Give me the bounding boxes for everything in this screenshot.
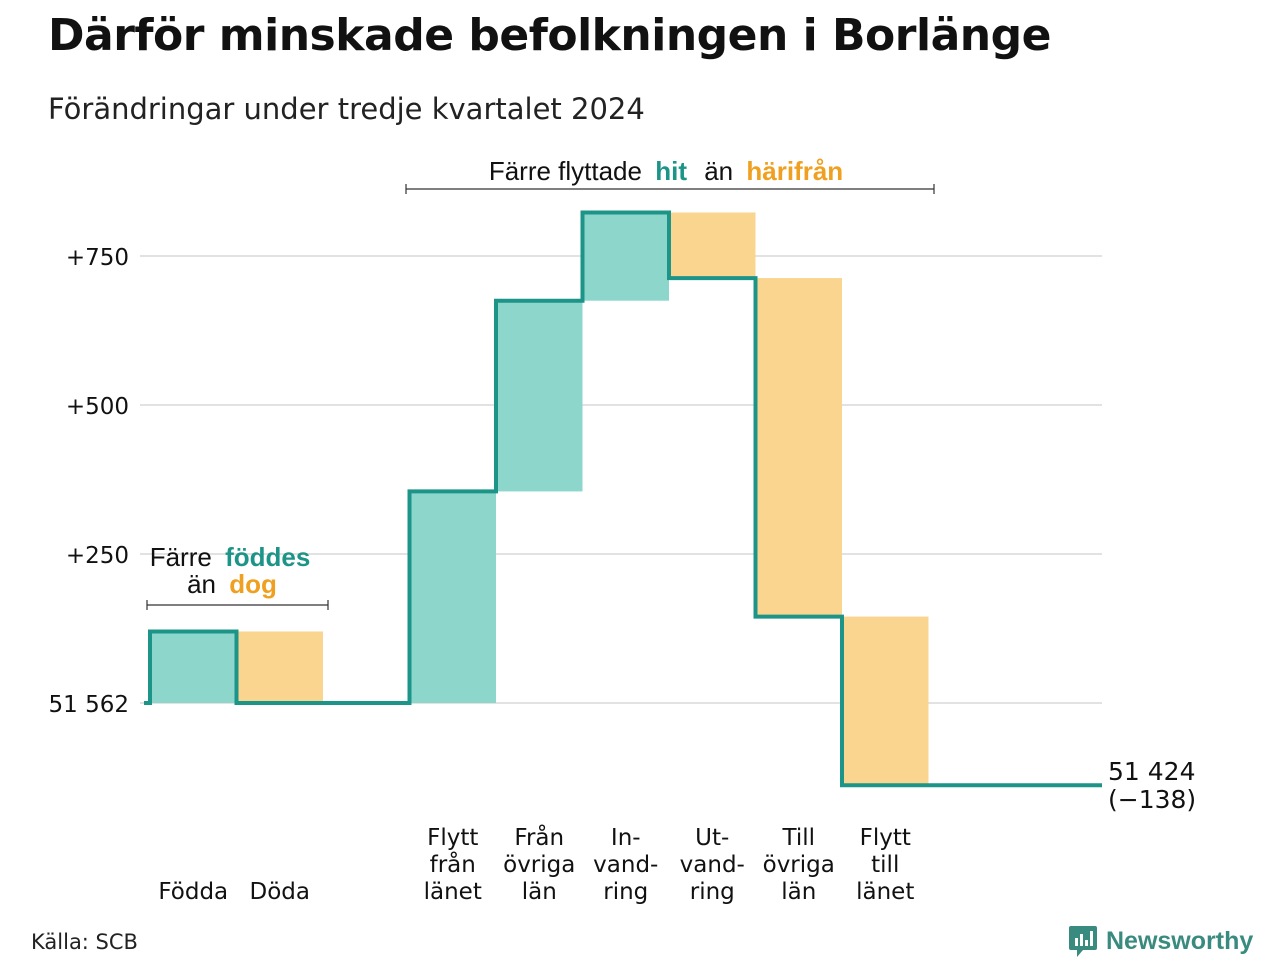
annotation-moves-orange: härifrån — [746, 156, 843, 186]
waterfall-bar — [842, 616, 929, 786]
svg-text:Färre föddes: Färre föddes — [150, 542, 311, 572]
x-tick-label: ring — [603, 879, 648, 905]
annotation-births-prefix: Färre — [150, 542, 212, 572]
x-tick-label: Från — [514, 823, 564, 851]
svg-text:Färre flyttade hit: Färre flyttade hit än härifrån — [489, 156, 843, 186]
annotation-moves-middle: än — [704, 156, 733, 186]
end-label: 51 424(−138) — [1108, 757, 1196, 814]
waterfall-bar — [496, 300, 583, 492]
end-value-label: 51 424 — [1108, 757, 1195, 786]
newsworthy-logo: Newsworthy — [1068, 924, 1253, 958]
bars — [150, 212, 929, 786]
annotation-moves-prefix: Färre flyttade — [489, 156, 642, 186]
annotation-births-teal: föddes — [225, 542, 310, 572]
source-note: Källa: SCB — [31, 930, 138, 954]
x-tick-label: län — [781, 879, 816, 905]
x-tick-label: Flytt — [860, 825, 911, 851]
x-tick-label: Döda — [250, 879, 310, 905]
chart-title: Därför minskade befolkningen i Borlänge — [48, 10, 1051, 61]
waterfall-bar — [755, 278, 842, 617]
x-tick-label: övriga — [503, 852, 575, 878]
x-tick-label: In- — [611, 825, 641, 851]
x-tick-label: Flytt — [427, 825, 478, 851]
annotation-births-middle: än — [187, 569, 216, 599]
waterfall-bar — [669, 212, 756, 279]
x-tick-label: Födda — [158, 879, 228, 905]
cumulative-line — [144, 210, 1102, 788]
x-tick-label: vand- — [680, 852, 745, 878]
annotation-births: Färre föddes än dog — [146, 542, 329, 610]
x-tick-label: län — [522, 879, 557, 905]
x-tick-label: från — [430, 850, 476, 878]
annotation-moves-teal: hit — [655, 156, 687, 186]
y-axis: 51 562 +250 +500 +750 — [49, 245, 129, 718]
annotation-moves-bracket — [405, 184, 935, 194]
y-tick-label: +750 — [66, 245, 129, 271]
waterfall-bar — [409, 491, 496, 703]
newsworthy-logo-text: Newsworthy — [1106, 926, 1254, 955]
x-tick-label: vand- — [593, 852, 658, 878]
x-tick-label: Ut- — [695, 825, 729, 851]
x-tick-label: ring — [690, 879, 735, 905]
waterfall-bar — [150, 631, 237, 703]
waterfall-bar — [582, 212, 669, 301]
annotation-births-orange: dog — [229, 569, 277, 599]
x-tick-label: länet — [424, 879, 482, 905]
x-tick-label: länet — [856, 879, 914, 905]
waterfall-bar — [236, 631, 323, 703]
y-tick-label: +500 — [66, 394, 129, 420]
x-tick-label: övriga — [763, 852, 835, 878]
x-tick-label: Till — [781, 825, 815, 851]
chart-subtitle: Förändringar under tredje kvartalet 2024 — [48, 92, 645, 126]
x-axis-labels: Födda DödaFlyttfrånlänetFrånövrigalänIn-v… — [158, 823, 914, 905]
end-change-label: (−138) — [1108, 785, 1196, 814]
annotation-moves: Färre flyttade hit än härifrån — [405, 156, 935, 194]
y-tick-label-baseline: 51 562 — [49, 692, 129, 718]
y-tick-label: +250 — [66, 543, 129, 569]
svg-text:än dog: än dog — [187, 569, 277, 599]
step-line — [144, 210, 1102, 788]
x-tick-label: till — [871, 852, 899, 878]
annotation-births-bracket — [146, 600, 329, 610]
newsworthy-logo-icon — [1069, 926, 1097, 957]
